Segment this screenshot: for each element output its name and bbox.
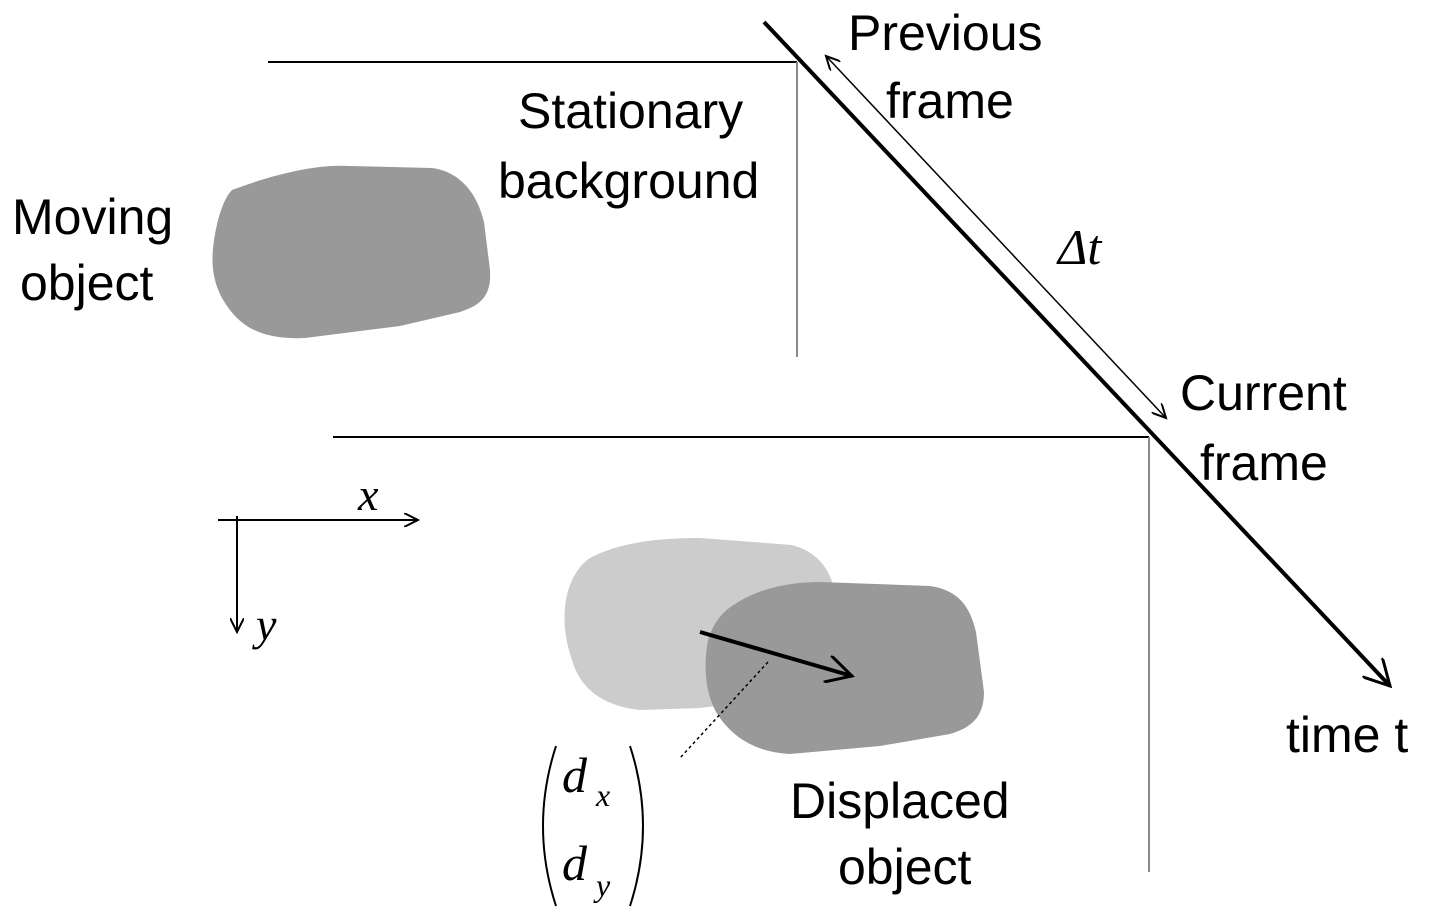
moving-object-label-line1: Moving bbox=[12, 189, 173, 245]
vector-right-paren bbox=[629, 745, 644, 907]
displaced-object-label-line2: object bbox=[838, 839, 972, 895]
stationary-background-label-line1: Stationary bbox=[518, 83, 743, 139]
displacement-leader-line bbox=[679, 661, 769, 759]
vector-dy-symbol: d bbox=[562, 835, 588, 891]
displacement-vector-arrow bbox=[699, 630, 852, 676]
moving-object-shape bbox=[212, 165, 491, 339]
y-axis-label: y bbox=[252, 599, 277, 650]
vector-dx-subscript: x bbox=[595, 777, 610, 813]
moving-object-label-line2: object bbox=[20, 255, 154, 311]
vector-dx-symbol: d bbox=[562, 747, 588, 803]
current-frame-label-line2: frame bbox=[1200, 435, 1328, 491]
delta-t-arrow bbox=[826, 56, 1166, 418]
delta-t-label: Δt bbox=[1056, 219, 1102, 275]
time-axis-label: time t bbox=[1286, 707, 1408, 763]
displaced-object-label-line1: Displaced bbox=[790, 773, 1010, 829]
previous-frame-label-line2: frame bbox=[886, 73, 1014, 129]
previous-frame-label-line1: Previous bbox=[848, 5, 1043, 61]
vector-left-paren bbox=[542, 745, 557, 907]
stationary-background-label-line2: background bbox=[498, 153, 759, 209]
x-axis-label: x bbox=[357, 469, 379, 520]
vector-dy-subscript: y bbox=[593, 867, 611, 903]
current-frame-label-line1: Current bbox=[1180, 365, 1347, 421]
displaced-object-shape bbox=[705, 582, 984, 754]
